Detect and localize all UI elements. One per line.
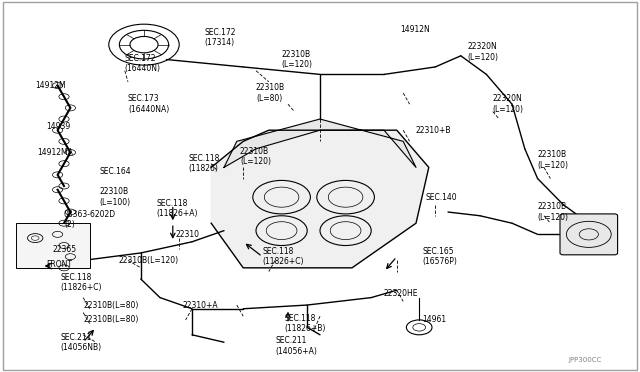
Text: 22320N
(L=120): 22320N (L=120) <box>493 94 524 114</box>
Text: 22310B
(L=120): 22310B (L=120) <box>538 202 568 222</box>
Polygon shape <box>224 119 416 167</box>
Text: 14961: 14961 <box>422 315 447 324</box>
Text: 22365: 22365 <box>52 245 77 254</box>
Text: SEC.172
(17314): SEC.172 (17314) <box>205 28 236 47</box>
Text: 22320HE: 22320HE <box>384 289 419 298</box>
Text: 22310B(L=120): 22310B(L=120) <box>118 256 179 265</box>
FancyBboxPatch shape <box>560 214 618 255</box>
Text: 22310B(L=80): 22310B(L=80) <box>83 301 139 310</box>
Text: 22310B
(L=120): 22310B (L=120) <box>282 50 312 69</box>
Text: 14939: 14939 <box>46 122 70 131</box>
Text: SEC.165
(16576P): SEC.165 (16576P) <box>422 247 457 266</box>
Text: JPP300CC: JPP300CC <box>568 357 602 363</box>
Text: 22310+B: 22310+B <box>416 126 451 135</box>
Text: SEC.118
(11826): SEC.118 (11826) <box>189 154 220 173</box>
Text: SEC.211
(14056+A): SEC.211 (14056+A) <box>275 336 317 356</box>
Text: SEC.172
(16440N): SEC.172 (16440N) <box>125 54 161 73</box>
Text: SEC.118
(11826+B): SEC.118 (11826+B) <box>285 314 326 333</box>
Text: 22310B
(L=100): 22310B (L=100) <box>99 187 131 207</box>
Text: 08363-6202D
(2): 08363-6202D (2) <box>64 210 116 229</box>
Text: SEC.164: SEC.164 <box>99 167 131 176</box>
Text: 22310: 22310 <box>176 230 200 239</box>
Text: 14912N: 14912N <box>400 25 429 34</box>
Text: SEC.173
(16440NA): SEC.173 (16440NA) <box>128 94 169 114</box>
Text: 14912M: 14912M <box>35 81 66 90</box>
Text: 22320N
(L=120): 22320N (L=120) <box>467 42 498 62</box>
Text: SEC.118
(11826+A): SEC.118 (11826+A) <box>157 199 198 218</box>
Text: 22310B
(L=120): 22310B (L=120) <box>240 147 271 166</box>
Text: 14912MA: 14912MA <box>37 148 73 157</box>
Text: SEC.118
(11826+C): SEC.118 (11826+C) <box>61 273 102 292</box>
Text: SEC.118
(11826+C): SEC.118 (11826+C) <box>262 247 304 266</box>
Text: 22310B(L=80): 22310B(L=80) <box>83 315 139 324</box>
Polygon shape <box>211 130 429 268</box>
Bar <box>16 223 90 268</box>
Text: SEC.211
(14056NB): SEC.211 (14056NB) <box>61 333 102 352</box>
Text: SEC.140: SEC.140 <box>426 193 457 202</box>
Text: 22310+A: 22310+A <box>182 301 218 310</box>
Text: 22310B
(L=120): 22310B (L=120) <box>538 150 568 170</box>
Text: FRONT: FRONT <box>46 260 72 269</box>
Text: 22310B
(L=80): 22310B (L=80) <box>256 83 285 103</box>
